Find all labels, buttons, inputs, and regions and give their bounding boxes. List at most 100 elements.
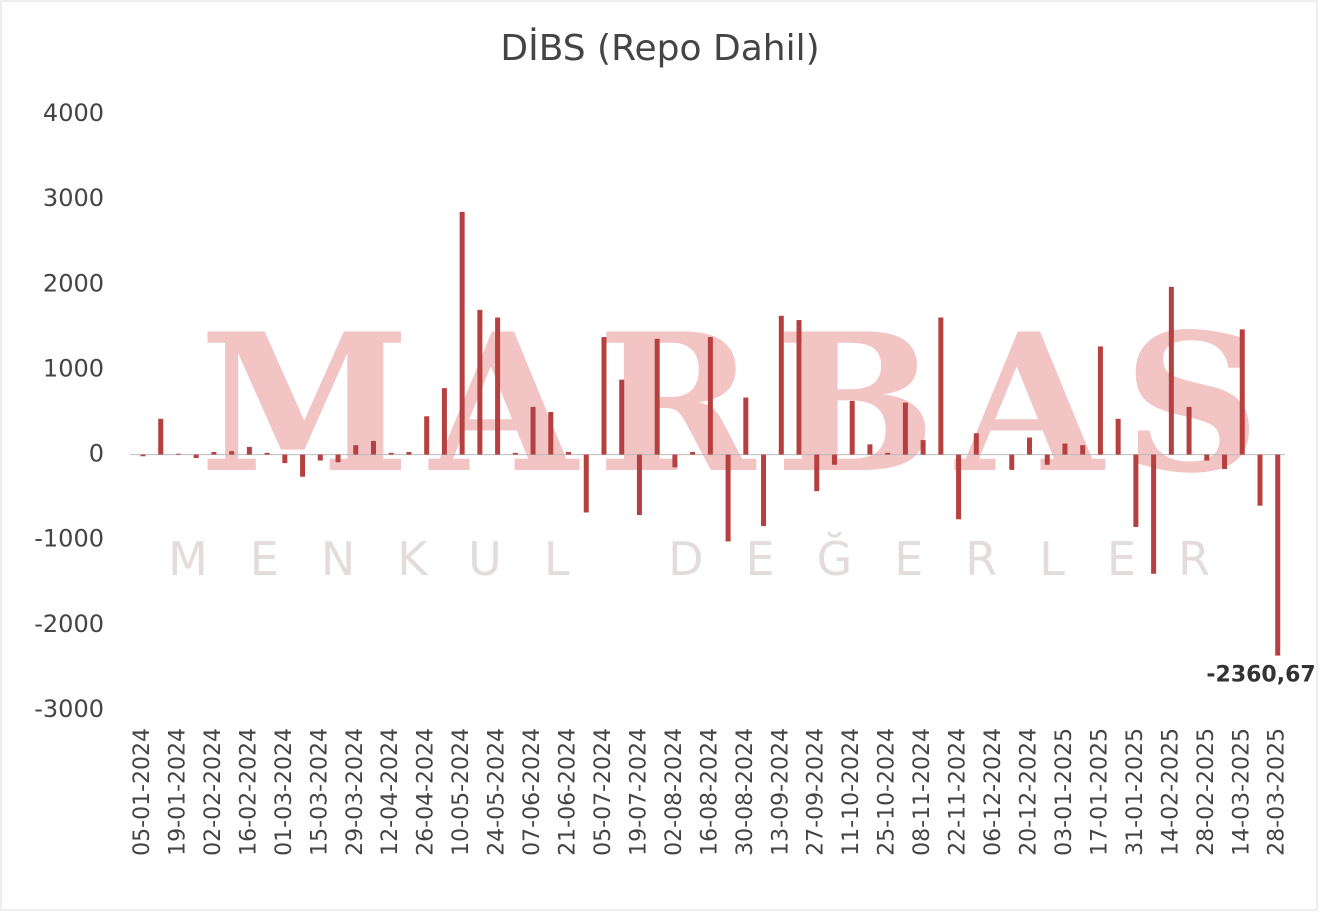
bar: [140, 454, 146, 457]
bar: [477, 309, 483, 455]
bar: [1133, 454, 1139, 527]
bar: [636, 454, 642, 516]
bar: [1115, 418, 1121, 455]
bar: [601, 337, 607, 455]
bar: [1239, 329, 1245, 455]
x-tick-label: 17-01-2025: [1087, 728, 1112, 856]
x-tick-label: 31-01-2025: [1123, 728, 1148, 856]
x-tick-label: 26-04-2024: [414, 728, 439, 856]
x-tick-label: 19-07-2024: [626, 728, 651, 856]
x-tick-label: 27-09-2024: [804, 728, 829, 856]
x-tick-label: 02-08-2024: [662, 728, 687, 856]
bar: [158, 418, 164, 455]
bar: [211, 452, 217, 455]
x-tick-label: 13-09-2024: [768, 728, 793, 856]
bar: [566, 452, 572, 455]
bar: [902, 402, 908, 455]
bar: [761, 454, 767, 527]
bar: [317, 454, 323, 461]
bar: [1275, 454, 1281, 656]
value-label: -2360,67: [1206, 663, 1315, 688]
bar: [459, 211, 465, 455]
x-tick-label: 06-12-2024: [981, 728, 1006, 856]
x-tick-label: 14-02-2025: [1158, 728, 1183, 856]
bar: [725, 454, 731, 542]
x-tick-label: 15-03-2024: [307, 728, 332, 856]
x-tick-label: 22-11-2024: [946, 728, 971, 856]
x-tick-label: 14-03-2025: [1229, 728, 1254, 856]
bar: [690, 452, 696, 455]
bar: [406, 452, 412, 455]
y-tick-label: -2000: [34, 610, 104, 638]
y-tick-label: 0: [89, 440, 104, 468]
y-tick-label: 2000: [43, 269, 104, 297]
bar: [1009, 454, 1015, 470]
bar: [814, 454, 820, 492]
y-tick-label: -1000: [34, 525, 104, 553]
bar: [335, 454, 341, 463]
bar: [530, 406, 536, 455]
y-tick-label: 1000: [43, 354, 104, 382]
bar: [956, 454, 962, 520]
bar: [1044, 454, 1050, 465]
bar: [264, 452, 270, 455]
bar: [1062, 443, 1068, 455]
x-tick-label: 30-08-2024: [733, 728, 758, 856]
watermark: MARBAS: [200, 292, 1281, 515]
bar: [1168, 286, 1174, 455]
bar: [370, 440, 376, 455]
bar: [849, 400, 855, 455]
x-tick-label: 05-07-2024: [591, 728, 616, 856]
bar: [1097, 346, 1103, 455]
bar: [707, 337, 713, 455]
bar: [246, 446, 252, 455]
bar: [1080, 445, 1086, 455]
x-tick-label: 08-11-2024: [910, 728, 935, 856]
bar: [193, 454, 199, 458]
bar: [796, 320, 802, 455]
bar: [1222, 454, 1228, 470]
bar: [938, 317, 944, 455]
x-tick-label: 29-03-2024: [343, 728, 368, 856]
bar: [388, 452, 394, 455]
bar: [548, 412, 554, 455]
bar: [619, 379, 625, 455]
x-tick-label: 10-05-2024: [449, 728, 474, 856]
bar: [300, 454, 306, 477]
x-tick-label: 11-10-2024: [839, 728, 864, 856]
bar: [743, 397, 749, 455]
y-tick-label: -3000: [34, 695, 104, 723]
x-tick-label: 05-01-2024: [130, 728, 155, 856]
bar: [424, 416, 430, 455]
bar: [495, 317, 501, 455]
x-tick-label: 12-04-2024: [378, 728, 403, 856]
x-tick-label: 16-08-2024: [697, 728, 722, 856]
bar: [920, 440, 926, 455]
x-tick-label: 07-06-2024: [520, 728, 545, 856]
bar: [672, 454, 678, 468]
y-tick-label: 3000: [43, 184, 104, 212]
bar: [831, 454, 837, 465]
bar: [1204, 454, 1210, 461]
bar: [1027, 437, 1032, 455]
bar: [885, 452, 891, 455]
bar: [654, 338, 660, 455]
y-tick-label: 4000: [43, 99, 104, 127]
watermark-subtitle: MENKUL DEĞERLER: [168, 531, 1252, 586]
bar: [778, 315, 784, 455]
x-tick-label: 19-01-2024: [165, 728, 190, 856]
bar: [229, 451, 235, 455]
x-tick-label: 02-02-2024: [201, 728, 226, 856]
x-tick-label: 03-01-2025: [1052, 728, 1077, 856]
bar: [175, 453, 181, 455]
bar: [1257, 454, 1263, 506]
x-tick-label: 21-06-2024: [556, 728, 581, 856]
bar: [1151, 454, 1157, 574]
chart-title: DİBS (Repo Dahil): [500, 27, 819, 69]
x-tick-label: 16-02-2024: [236, 728, 261, 856]
bar: [583, 454, 589, 513]
bar: [282, 454, 288, 464]
bar: [353, 445, 359, 455]
